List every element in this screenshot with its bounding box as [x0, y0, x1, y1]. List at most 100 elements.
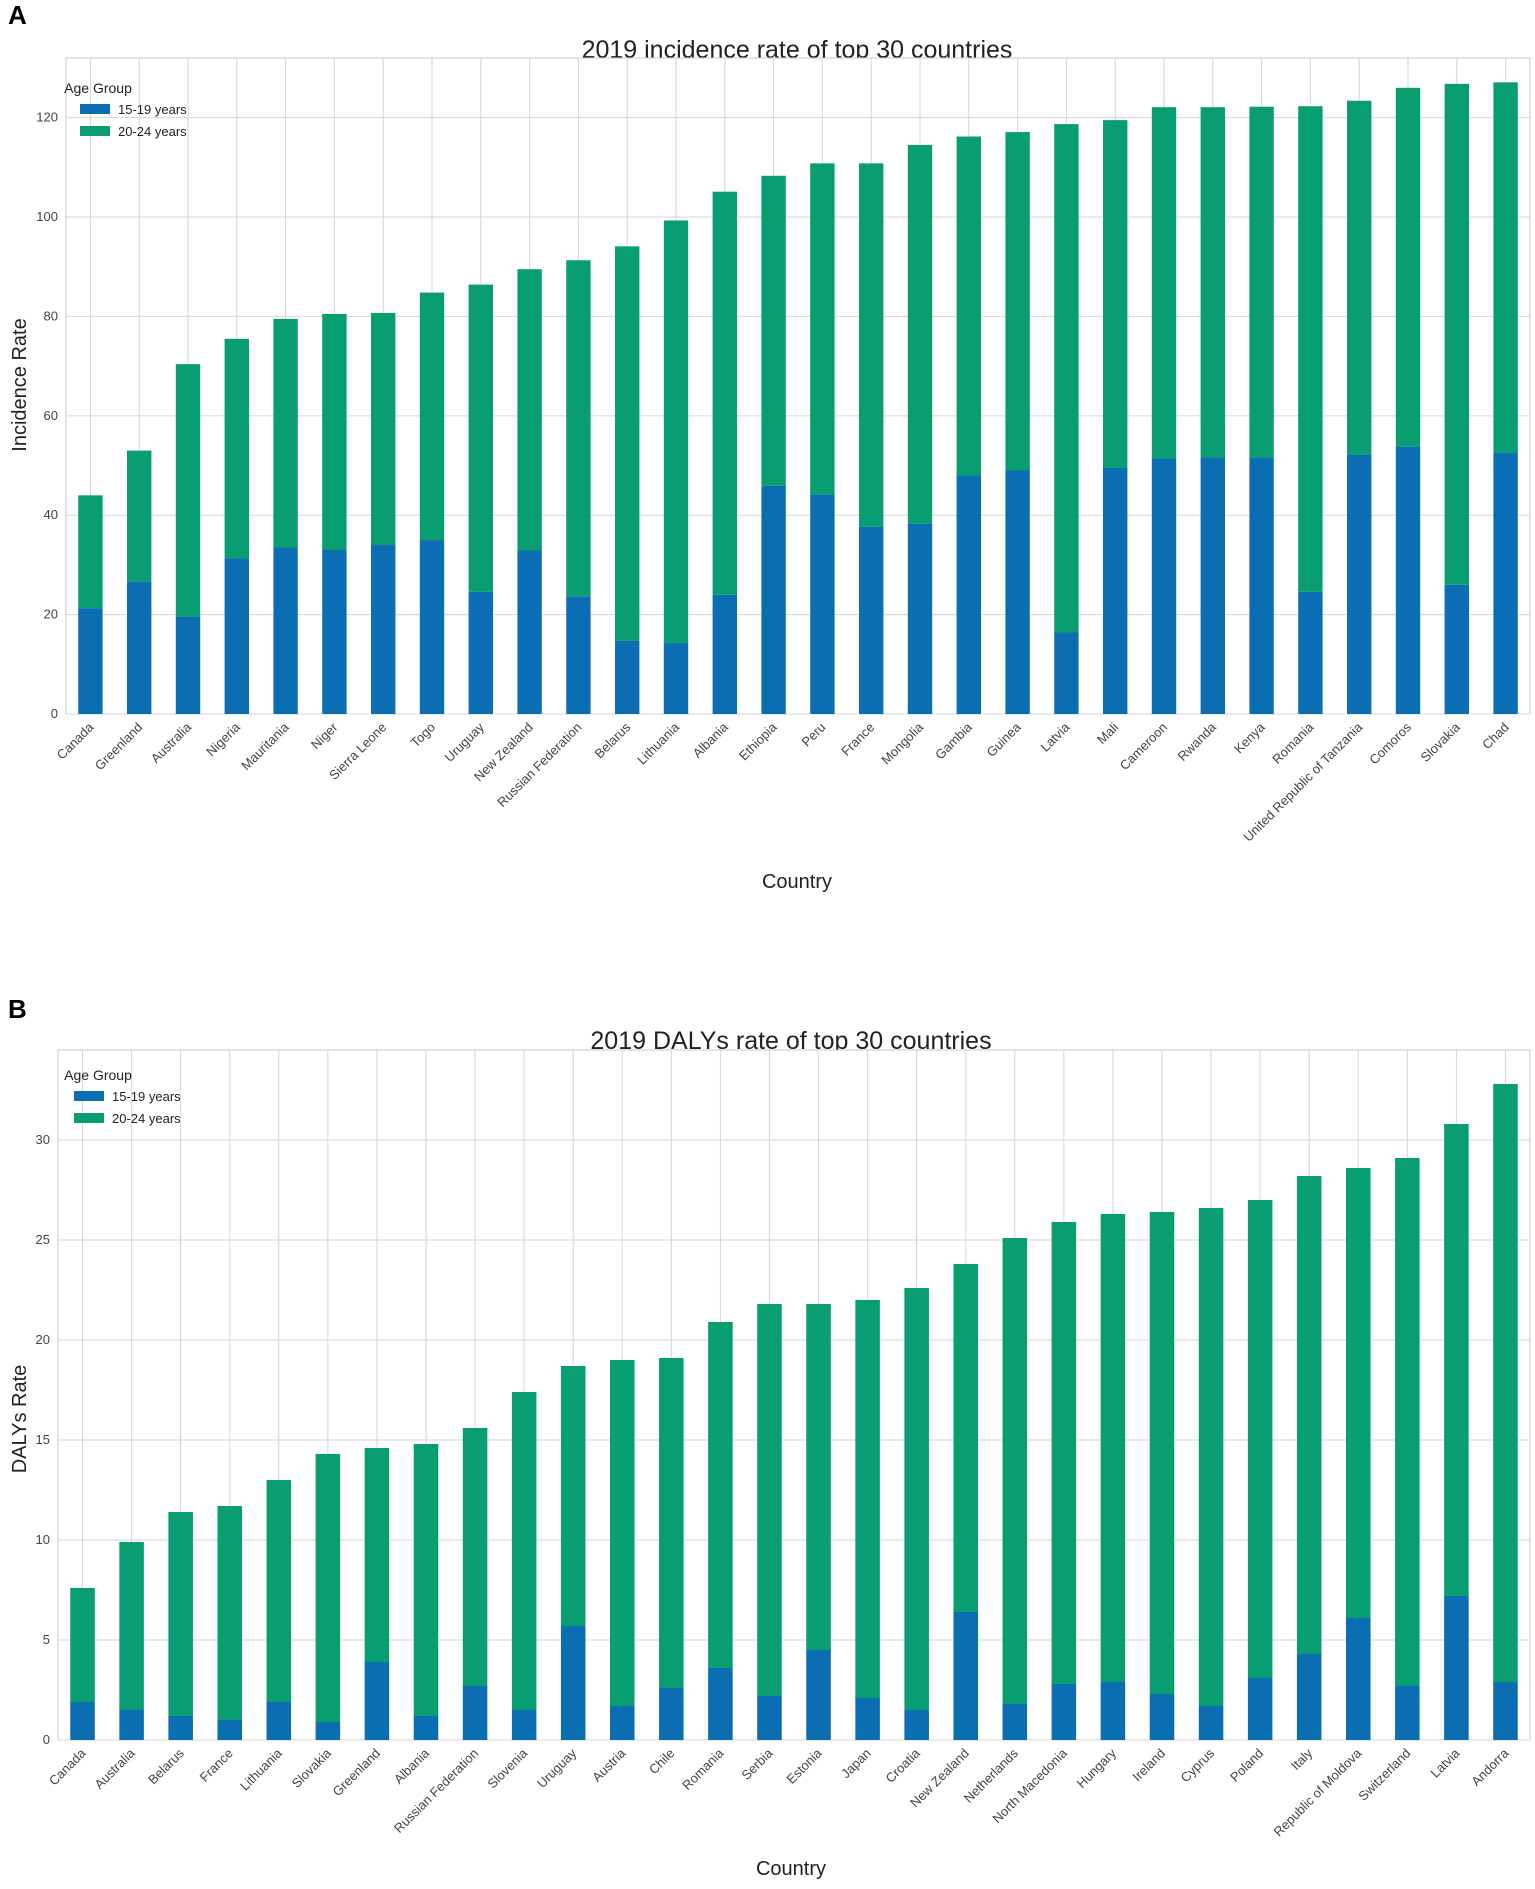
y-tick-label: 100: [36, 209, 58, 224]
bar-15-19: [855, 1698, 880, 1740]
legend-label-20-24: 20-24 years: [112, 1111, 181, 1126]
bar-15-19: [266, 1702, 292, 1740]
bar-20-24: [1444, 83, 1469, 585]
x-tick-label: Rwanda: [1175, 719, 1220, 764]
dalys-chart: B 2019 DALYs rate of top 30 countries 05…: [8, 995, 1531, 1880]
bar-15-19: [953, 1612, 978, 1740]
bar-15-19: [1493, 452, 1518, 714]
bar-15-19: [413, 1716, 439, 1740]
y-tick-label: 120: [36, 110, 58, 125]
x-tick-label: Switzerland: [1355, 1746, 1413, 1804]
y-tick-label: 25: [36, 1232, 50, 1247]
y-axis-label: Incidence Rate: [9, 318, 31, 451]
bar-15-19: [560, 1626, 586, 1740]
x-tick-label: Latvia: [1427, 1745, 1463, 1781]
bar-20-24: [322, 313, 347, 550]
bar-15-19: [175, 616, 201, 714]
x-tick-label: Slovakia: [1418, 719, 1464, 765]
bar-15-19: [1444, 1596, 1469, 1740]
bar-15-19: [956, 475, 981, 714]
bar-15-19: [217, 1720, 242, 1740]
legend: Age Group 15-19 years 20-24 years: [64, 1067, 181, 1126]
panel-letter: A: [8, 0, 27, 30]
bar-20-24: [1247, 1200, 1273, 1678]
bar-20-24: [1493, 82, 1518, 453]
bar-20-24: [1296, 1176, 1322, 1654]
y-tick-label: 10: [36, 1532, 50, 1547]
bar-20-24: [560, 1366, 586, 1626]
bar-20-24: [610, 1360, 635, 1706]
x-tick-label: Croatia: [883, 1745, 924, 1786]
bar-15-19: [364, 1662, 390, 1740]
bar-20-24: [1493, 1084, 1518, 1682]
bar-20-24: [1444, 1124, 1469, 1596]
bar-15-19: [119, 1710, 144, 1740]
bar-15-19: [511, 1710, 537, 1740]
y-tick-label: 60: [44, 408, 58, 423]
x-axis-label: Country: [756, 1858, 826, 1880]
x-tick-label: Lithuania: [237, 1745, 285, 1793]
bar-20-24: [806, 1304, 831, 1650]
bar-15-19: [1395, 446, 1421, 714]
bar-15-19: [1200, 457, 1225, 714]
bar-15-19: [322, 550, 347, 714]
bar-20-24: [810, 163, 835, 495]
x-tick-label: Italy: [1288, 1745, 1316, 1773]
bar-15-19: [371, 545, 396, 714]
x-tick-label: Mongolia: [878, 719, 926, 767]
x-tick-label: Ethiopia: [736, 719, 780, 763]
bar-20-24: [364, 1448, 390, 1662]
y-tick-label: 40: [44, 507, 58, 522]
bar-20-24: [517, 269, 542, 551]
legend-title: Age Group: [64, 80, 132, 96]
bar-15-19: [1298, 591, 1323, 714]
bar-15-19: [712, 594, 737, 714]
y-tick-label: 0: [43, 1732, 50, 1747]
legend-swatch-15-19: [80, 104, 110, 114]
bar-20-24: [419, 292, 445, 541]
bar-20-24: [712, 191, 737, 595]
bar-15-19: [517, 550, 542, 714]
x-tick-label: France: [197, 1746, 236, 1785]
bar-20-24: [119, 1542, 144, 1710]
bar-20-24: [1346, 1168, 1371, 1618]
incidence-chart: A 2019 incidence rate of top 30 countrie…: [8, 0, 1531, 893]
plot-background: [57, 1049, 1531, 1741]
bar-20-24: [855, 1300, 880, 1698]
bar-15-19: [1051, 1684, 1077, 1740]
bar-15-19: [1493, 1682, 1518, 1740]
bar-15-19: [1347, 454, 1372, 714]
bar-20-24: [1100, 1214, 1126, 1682]
bar-20-24: [1249, 106, 1274, 458]
bar-15-19: [70, 1702, 95, 1740]
bar-15-19: [1198, 1706, 1224, 1740]
bar-20-24: [904, 1288, 929, 1710]
x-tick-label: Australia: [91, 1745, 138, 1792]
y-axis-label: DALYs Rate: [9, 1365, 31, 1474]
bar-15-19: [708, 1668, 733, 1740]
bar-15-19: [1054, 632, 1079, 714]
x-tick-label: Kenya: [1231, 719, 1268, 756]
bar-20-24: [1200, 107, 1225, 458]
x-tick-label: Togo: [408, 720, 439, 751]
bar-15-19: [615, 640, 640, 714]
bar-20-24: [1347, 100, 1372, 455]
bar-15-19: [419, 540, 445, 714]
x-tick-label: Greenland: [92, 720, 146, 774]
x-tick-label: Hungary: [1074, 1745, 1120, 1791]
bar-20-24: [217, 1506, 242, 1720]
x-tick-label: Mauritania: [238, 719, 292, 773]
y-tick-label: 20: [36, 1332, 50, 1347]
bar-15-19: [904, 1710, 929, 1740]
bar-20-24: [1395, 1158, 1420, 1686]
x-tick-label: Canada: [46, 1745, 89, 1788]
bar-15-19: [1149, 1694, 1175, 1740]
x-tick-label: Ireland: [1129, 1746, 1168, 1785]
bar-20-24: [1395, 87, 1421, 447]
bar-15-19: [761, 485, 786, 714]
bar-15-19: [610, 1706, 635, 1740]
bar-20-24: [1151, 107, 1177, 459]
legend-swatch-20-24: [80, 126, 110, 136]
plot-background: [65, 57, 1531, 715]
